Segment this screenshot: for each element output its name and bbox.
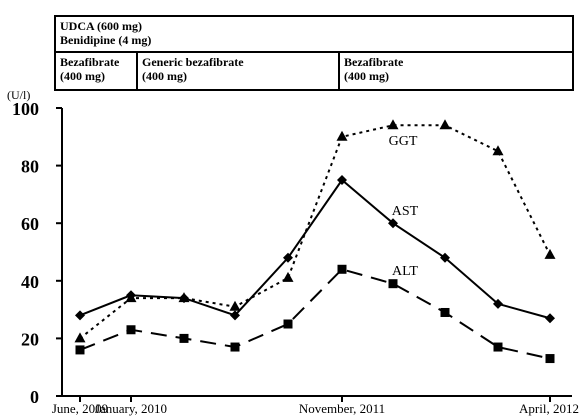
x-tick-label-3: April, 2012 [519,401,579,416]
alt-point-5 [337,264,347,274]
period-3-name: Bezafibrate [344,55,404,69]
alt-point-6 [388,279,398,289]
alt-point-2 [179,333,189,343]
x-tick-label-1: January, 2010 [95,401,167,416]
ggt-series-label: GGT [389,134,418,149]
treatment-periods-box: Bezafibrate (400 mg) Generic bezafibrate… [54,51,574,91]
x-tick-label-2: November, 2011 [299,401,385,416]
benidipine-label: Benidipine (4 mg) [60,33,152,47]
period-2-name: Generic bezafibrate [142,55,244,69]
y-axis-unit-label: (U/l) [7,88,30,102]
period-3-dose: (400 mg) [344,69,389,83]
ast-point-2 [179,293,189,304]
ast-series-label: AST [392,204,419,219]
ast-point-4 [283,252,293,263]
ast-point-0 [75,310,85,321]
y-tick-label-80: 80 [21,157,39,177]
ggt-point-6 [387,119,399,130]
ggt-point-4 [282,271,294,282]
period-2: Generic bezafibrate (400 mg) [136,53,340,89]
ast-point-7 [440,252,450,263]
ast-series-line [79,178,551,320]
alt-point-1 [126,325,136,335]
period-2-dose: (400 mg) [142,69,187,83]
ggt-point-0 [74,332,86,343]
ggt-point-3 [229,300,241,311]
ast-point-6 [388,218,398,229]
ast-point-9 [545,313,555,324]
alt-point-7 [440,307,450,317]
alt-point-8 [493,342,503,352]
x-tick-label-0: June, 2009 [52,401,108,416]
period-1: Bezafibrate (400 mg) [56,53,138,89]
ggt-point-9 [544,248,556,259]
y-tick-label-40: 40 [21,272,39,292]
ggt-point-7 [439,119,451,130]
y-tick-label-20: 20 [21,329,39,349]
ast-point-3 [230,310,240,321]
ggt-point-8 [492,145,504,156]
alt-series-label: ALT [392,264,418,279]
alt-point-9 [545,354,555,364]
period-3: Bezafibrate (400 mg) [338,53,572,89]
alt-point-0 [75,345,85,355]
ast-point-8 [493,298,503,309]
y-tick-label-100: 100 [12,99,39,119]
period-1-dose: (400 mg) [60,69,105,83]
ast-point-1 [126,290,136,301]
y-tick-label-0: 0 [30,387,39,407]
alt-series-line [79,268,551,360]
period-1-name: Bezafibrate [60,55,120,69]
ast-point-5 [337,175,347,185]
alt-point-3 [230,342,240,352]
udca-label: UDCA (600 mg) [60,19,142,33]
alt-point-4 [283,319,293,329]
ggt-point-5 [336,130,348,141]
ggt-series-line [79,124,551,340]
y-tick-label-60: 60 [21,214,39,234]
